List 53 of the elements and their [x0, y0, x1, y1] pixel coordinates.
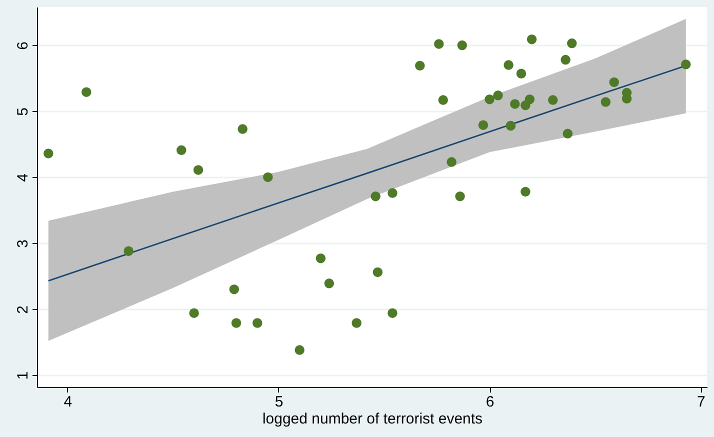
point	[372, 267, 383, 278]
point	[524, 94, 535, 104]
point	[520, 186, 530, 197]
point	[44, 148, 54, 158]
point	[457, 40, 468, 50]
y-tick-label: 1	[14, 371, 32, 380]
point	[548, 95, 558, 105]
point	[324, 278, 334, 288]
point	[455, 191, 465, 202]
point	[562, 128, 573, 139]
point	[352, 318, 362, 328]
point	[189, 308, 199, 318]
point	[176, 145, 186, 156]
point	[316, 253, 326, 264]
y-tick-label: 3	[14, 240, 32, 248]
point	[370, 191, 380, 202]
point	[446, 157, 456, 167]
point	[263, 172, 273, 182]
point	[388, 188, 398, 198]
point	[294, 345, 304, 355]
point	[82, 87, 92, 97]
point	[434, 39, 444, 49]
point	[567, 38, 577, 48]
point	[478, 120, 488, 130]
point	[681, 60, 691, 70]
y-tick-label: 5	[14, 108, 32, 116]
x-tick-label: 5	[274, 394, 284, 410]
point	[238, 124, 248, 134]
point	[493, 90, 503, 100]
x-tick-label: 6	[486, 394, 494, 410]
y-tick-label: 2	[14, 305, 32, 314]
point	[124, 246, 134, 256]
point	[252, 318, 262, 328]
point	[560, 54, 570, 65]
point	[609, 77, 619, 88]
point	[229, 284, 240, 294]
point	[193, 165, 204, 175]
point	[388, 308, 398, 318]
point	[438, 95, 448, 105]
y-tick-label: 4	[14, 174, 32, 182]
x-tick-label: 4	[64, 394, 72, 410]
point	[231, 318, 242, 328]
x-tick-label: 7	[696, 394, 706, 410]
point	[510, 99, 520, 109]
point	[415, 60, 425, 71]
point	[600, 97, 611, 107]
x-axis-title: logged number of terrorist events	[262, 410, 483, 428]
point	[506, 120, 516, 131]
point	[504, 60, 514, 70]
point	[516, 68, 526, 78]
point	[484, 94, 494, 104]
point	[526, 34, 537, 44]
y-tick-label: 6	[14, 42, 32, 50]
